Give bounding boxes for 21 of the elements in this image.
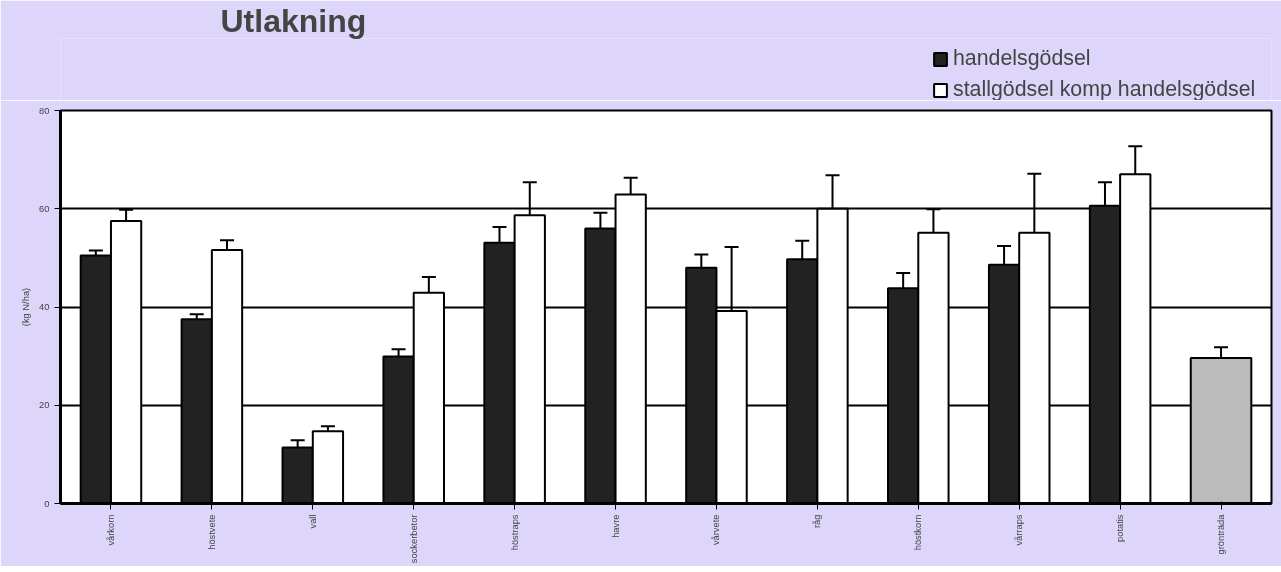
x-tick-label: potatis: [1115, 514, 1126, 542]
x-tick-label: havre: [610, 514, 621, 538]
x-tick-label: råg: [812, 514, 823, 528]
x-tick-label: grönträda: [1216, 513, 1227, 555]
y-axis-title: (kg N/ha): [21, 287, 32, 327]
y-tick-label: 0: [44, 498, 50, 509]
x-tick-label: vårkorn: [105, 514, 116, 546]
x-tick-label: höstkorn: [913, 514, 924, 551]
x-tick-label: sockerbetor: [408, 514, 419, 564]
x-tick-label: höstvete: [206, 514, 217, 550]
legend-label: handelsgödsel: [953, 46, 1092, 71]
chart-title: Utlakning: [220, 2, 367, 39]
y-tick-label: 60: [39, 203, 50, 214]
legend-label: stallgödsel komp handelsgödsel: [953, 77, 1257, 102]
x-tick-label: höstraps: [509, 514, 520, 551]
y-tick-label: 80: [39, 105, 50, 116]
x-tick-label: vårraps: [1014, 514, 1025, 546]
x-tick-label: vårvete: [711, 514, 722, 546]
x-tick-label: vall: [307, 514, 318, 529]
y-tick-label: 20: [39, 400, 50, 411]
y-tick-label: 40: [39, 302, 50, 312]
